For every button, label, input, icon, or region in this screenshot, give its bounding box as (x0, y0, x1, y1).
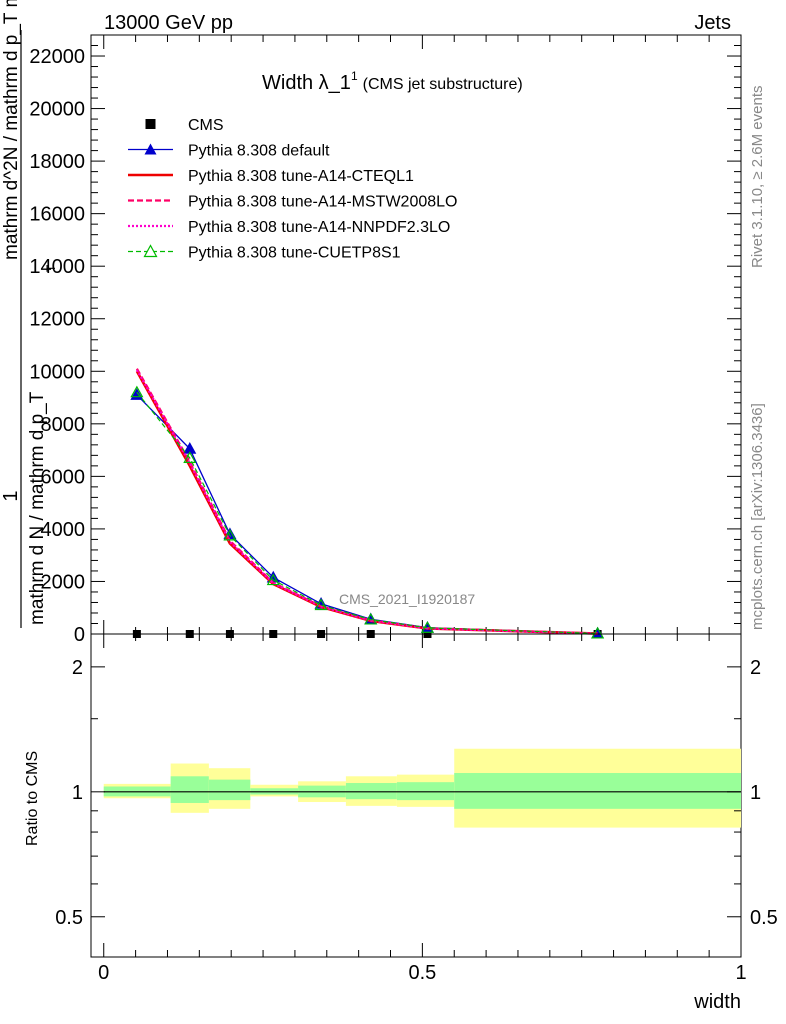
series-line-cuetp (136, 391, 598, 635)
y-tick-label: 2000 (41, 571, 86, 593)
x-axis-label: width (693, 991, 741, 1013)
y-tick-label: 4000 (41, 519, 86, 541)
chart-title: Width λ_11 (CMS jet substructure) (262, 69, 523, 94)
legend-marker-cuetp (143, 244, 158, 258)
ratio-y-tick-label-right: 1 (750, 782, 761, 804)
ratio-band-inner (345, 783, 397, 800)
data-point-marker (130, 385, 144, 398)
main-series (130, 368, 605, 639)
y-tick-label: 6000 (41, 466, 86, 488)
y-tick-label: 16000 (29, 204, 85, 226)
energy-label: 13000 GeV pp (104, 12, 233, 34)
ratio-band-inner (208, 779, 251, 801)
x-tick-label: 0.5 (408, 962, 436, 984)
legend-marker-default (144, 143, 157, 155)
data-point-marker (223, 528, 237, 541)
legend-label: CMS (188, 117, 224, 134)
legend: CMS Pythia 8.308 default Pythia 8.308 tune… (128, 117, 457, 262)
y-tick-label: 14000 (29, 256, 85, 278)
mcplots-label: mcplots.cern.ch [arXiv:1306.3436] (749, 403, 766, 630)
ratio-y-tick-label: 0.5 (55, 907, 83, 929)
data-point-marker (183, 451, 197, 463)
ratio-ylabel: Ratio to CMS (24, 751, 41, 846)
rivet-label: Rivet 3.1.10, ≥ 2.6M events (749, 86, 766, 269)
data-point-marker (420, 621, 434, 633)
ylabel-sub: T (44, 264, 58, 272)
y-tick-label: 22000 (29, 46, 85, 68)
y-tick-label: 0 (74, 624, 85, 646)
chart-title-sup: 1 (351, 69, 358, 83)
ratio-band-inner (396, 782, 455, 801)
legend-label: Pythia 8.308 tune-A14-MSTW2008LO (188, 194, 457, 211)
category-label: Jets (694, 12, 731, 34)
y-tick-label: 20000 (29, 99, 85, 121)
x-tick-label: 1 (735, 962, 746, 984)
chart-subtitle: (CMS jet substructure) (363, 76, 523, 93)
ratio-y-tick-label: 2 (72, 657, 83, 679)
ratio-axes: 0.5 0.5 1 1 2 2 0 0.5 1 (55, 634, 778, 984)
series-line-nnpdf (135, 369, 598, 635)
data-point-marker (266, 573, 280, 586)
chart-title-main: Width λ_1 (262, 72, 351, 94)
ratio-y-tick-label-right: 0.5 (750, 907, 778, 929)
ratio-bands (103, 748, 741, 828)
legend-label: Pythia 8.308 tune-A14-CTEQL1 (188, 168, 414, 185)
main-axes: 0 2000 4000 6000 8000 10000 12000 14000 16000 180… (29, 34, 742, 646)
data-point-marker (591, 626, 605, 639)
ylabel-numerator: 1 (0, 490, 22, 501)
ratio-y-tick-label: 1 (72, 782, 83, 804)
x-tick-label: 0 (98, 962, 109, 984)
legend-label: Pythia 8.308 default (188, 143, 330, 160)
legend-marker-cms (145, 119, 156, 129)
y-tick-label: 18000 (29, 151, 85, 173)
ratio-band-inner (454, 773, 741, 809)
y-tick-label: 8000 (41, 414, 86, 436)
data-point-marker (364, 612, 378, 625)
ylabel-main: mathrm d^2N / mathrm d p_T mathrm d lamb… (1, 0, 22, 260)
y-tick-label: 12000 (29, 309, 85, 331)
ratio-band-inner (170, 776, 209, 803)
ratio-y-tick-label-right: 2 (750, 657, 761, 679)
analysis-watermark: CMS_2021_I1920187 (339, 591, 475, 607)
legend-label: Pythia 8.308 tune-CUETP8S1 (188, 245, 401, 262)
data-point-marker (314, 598, 328, 611)
legend-label: Pythia 8.308 tune-A14-NNPDF2.3LO (188, 219, 450, 236)
y-tick-label: 10000 (29, 361, 85, 383)
main-ylabel: 1 mathrm d N / mathrm d p_T mathrm d^2N … (0, 0, 58, 628)
ylabel-denominator: mathrm d N / mathrm d p_T (27, 391, 48, 625)
